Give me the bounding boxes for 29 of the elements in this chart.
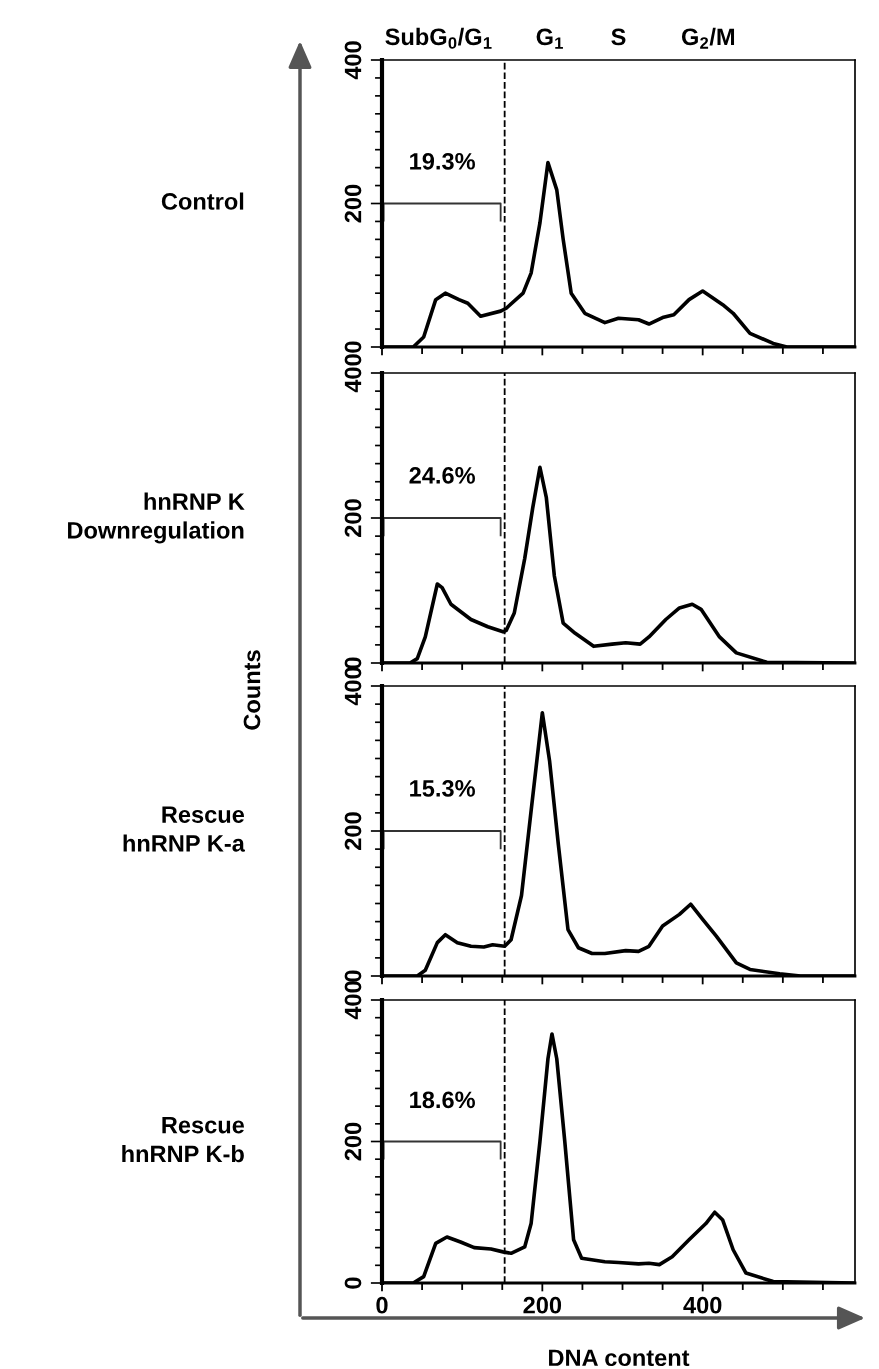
text: Rescue hnRNP K-a	[123, 806, 245, 852]
text: hnRNP K Downregulation	[68, 492, 245, 544]
x-tick-label: 0	[376, 1296, 388, 1314]
y-tick-label: 400	[344, 41, 362, 80]
annotation: 24.6%	[409, 467, 475, 484]
text: Control	[161, 192, 244, 210]
y-tick-label: 200	[344, 184, 362, 223]
y-tick-label: 200	[344, 499, 362, 537]
y-tick-label: 0	[344, 657, 362, 669]
text: G$_{2}$/M	[681, 27, 735, 49]
annotation: 19.3%	[410, 152, 475, 170]
y-tick-label: 400	[344, 354, 362, 393]
y-axis-title: Counts	[243, 650, 261, 730]
text: G$_{1}$	[536, 28, 563, 49]
text: SubG$_{0}$/G$_{1}$	[385, 27, 492, 49]
y-tick-label: 0	[344, 1277, 362, 1289]
annotation: 15.3%	[410, 780, 475, 797]
x-tick-label: 400	[683, 1296, 722, 1314]
y-tick-label: 400	[344, 667, 362, 706]
x-tick-label: 200	[523, 1296, 562, 1314]
y-tick-label: 200	[344, 1122, 362, 1161]
annotation: 18.6%	[410, 1091, 475, 1109]
text: S	[611, 28, 626, 46]
text: Rescue hnRNP K-b	[122, 1116, 245, 1163]
y-tick-label: 0	[344, 970, 362, 982]
y-tick-label: 0	[344, 341, 362, 353]
x-axis-title: DNA content	[549, 1349, 690, 1367]
y-tick-label: 200	[344, 812, 362, 850]
y-tick-label: 400	[344, 981, 362, 1020]
